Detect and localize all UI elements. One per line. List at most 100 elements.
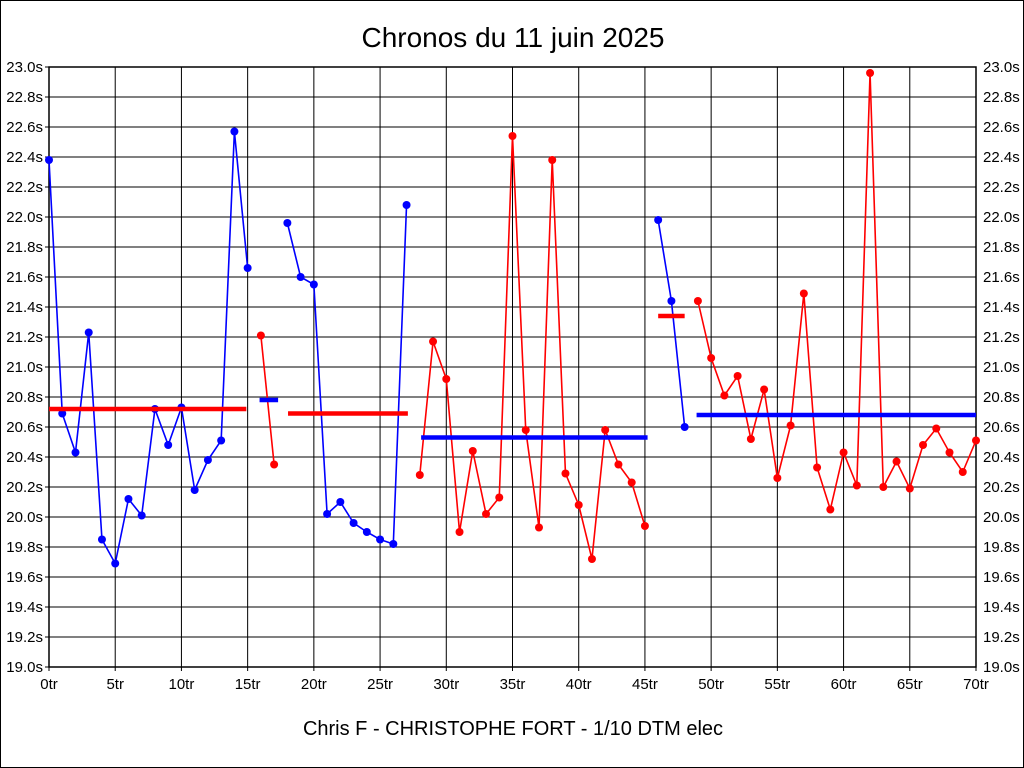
data-point <box>190 486 199 494</box>
data-point <box>587 555 596 563</box>
series-stint-1 <box>45 127 252 568</box>
data-point <box>203 456 212 464</box>
series-stint-4 <box>415 132 649 563</box>
y-tick-label: 20.2s <box>6 479 43 496</box>
data-point <box>323 510 332 518</box>
data-point <box>534 523 543 532</box>
x-tick-label: 25tr <box>367 676 393 693</box>
data-point <box>640 522 649 530</box>
data-point <box>919 441 928 449</box>
x-tick-label: 60tr <box>831 676 857 693</box>
series-stint-5 <box>654 216 689 431</box>
data-point <box>852 481 861 490</box>
y-tick-label: 23.0s <box>6 59 43 76</box>
data-point <box>137 511 146 520</box>
data-point <box>415 471 424 479</box>
x-tick-label: 30tr <box>433 676 459 693</box>
data-point <box>442 375 451 383</box>
x-tick-label: 5tr <box>106 676 124 693</box>
y-tick-label: 22.8s <box>983 89 1020 106</box>
y-tick-label: 21.0s <box>983 359 1020 376</box>
data-point <box>164 441 173 449</box>
data-point <box>667 297 676 305</box>
y-tick-label: 21.4s <box>6 299 43 316</box>
y-tick-label: 19.6s <box>6 569 43 586</box>
data-point <box>482 510 491 518</box>
data-point <box>945 448 954 457</box>
data-point <box>866 69 875 77</box>
data-point <box>693 297 702 305</box>
x-tick-label: 10tr <box>168 676 194 693</box>
y-tick-label: 21.6s <box>6 269 43 286</box>
data-point <box>760 385 769 394</box>
y-tick-label: 22.4s <box>983 149 1020 166</box>
data-point <box>97 535 106 544</box>
chart-caption: Chris F - CHRISTOPHE FORT - 1/10 DTM ele… <box>302 718 724 740</box>
data-point <box>720 391 729 400</box>
data-point <box>468 447 477 455</box>
data-point <box>349 519 358 527</box>
series-line <box>697 72 977 513</box>
data-point <box>839 448 848 457</box>
y-tick-label: 19.2s <box>983 629 1020 646</box>
data-point <box>826 505 835 514</box>
data-point <box>521 426 530 434</box>
y-tick-label: 22.2s <box>983 179 1020 196</box>
x-tick-label: 65tr <box>897 676 923 693</box>
y-tick-label: 20.6s <box>6 419 43 436</box>
y-tick-label: 20.0s <box>983 509 1020 526</box>
data-point <box>429 337 438 346</box>
y-tick-label: 20.2s <box>983 479 1020 496</box>
y-tick-label: 19.2s <box>6 629 43 646</box>
x-tick-label: 0tr <box>40 676 58 693</box>
y-tick-label: 21.8s <box>983 239 1020 256</box>
data-point <box>402 201 411 209</box>
x-axis-labels: 0tr 5tr 10tr 15tr 20tr 25tr 30tr 35tr 40tr 45tr 50… <box>40 676 989 693</box>
data-point <box>733 372 742 380</box>
data-point <box>627 478 636 487</box>
y-tick-label: 22.6s <box>983 119 1020 136</box>
series-stint-3 <box>283 201 411 548</box>
y-tick-label: 19.0s <box>6 659 43 676</box>
y-tick-label: 22.8s <box>6 89 43 106</box>
data-point <box>124 495 133 503</box>
data-point <box>548 156 557 164</box>
data-point <box>574 501 583 509</box>
data-point <box>905 484 914 493</box>
y-tick-label: 22.6s <box>6 119 43 136</box>
y-tick-label: 21.0s <box>6 359 43 376</box>
data-point <box>336 498 345 506</box>
data-point <box>270 460 279 469</box>
x-tick-label: 70tr <box>963 676 989 693</box>
data-point <box>958 468 967 476</box>
grid-lines <box>45 66 977 671</box>
data-point <box>111 559 120 568</box>
data-point <box>707 354 716 362</box>
y-tick-label: 22.4s <box>6 149 43 166</box>
x-tick-label: 40tr <box>566 676 592 693</box>
y-tick-label: 19.8s <box>6 539 43 556</box>
series-line <box>657 219 686 428</box>
y-tick-label: 19.6s <box>983 569 1020 586</box>
data-point <box>601 426 610 434</box>
y-tick-label: 19.0s <box>983 659 1020 676</box>
data-point <box>972 436 980 445</box>
data-point <box>217 436 226 445</box>
y-tick-label: 20.4s <box>6 449 43 466</box>
y-tick-label: 20.8s <box>983 389 1020 406</box>
x-tick-label: 55tr <box>764 676 790 693</box>
data-point <box>614 460 623 469</box>
y-tick-label: 23.0s <box>983 59 1020 76</box>
y-tick-label: 21.6s <box>983 269 1020 286</box>
data-point <box>786 421 795 430</box>
chart-title: Chronos du 11 juin 2025 <box>361 22 665 53</box>
y-tick-label: 22.0s <box>983 209 1020 226</box>
data-point <box>71 448 80 457</box>
data-point <box>892 457 901 466</box>
y-tick-label: 20.0s <box>6 509 43 526</box>
data-point <box>376 535 385 544</box>
data-point <box>58 409 67 418</box>
y-tick-label: 19.4s <box>6 599 43 616</box>
y-tick-label: 21.2s <box>983 329 1020 346</box>
